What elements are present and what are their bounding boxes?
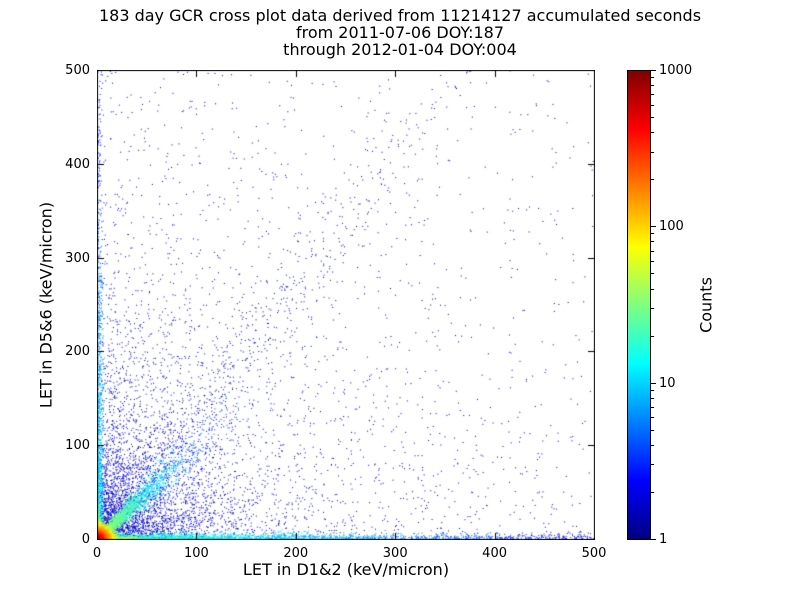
colorbar-minor-tick: [651, 430, 654, 431]
colorbar-tick-label: 1000: [659, 63, 693, 78]
y-tick-label: 200: [65, 344, 90, 360]
colorbar-minor-tick: [651, 407, 654, 408]
x-tick-label: 0: [92, 546, 102, 561]
colorbar-minor-tick: [651, 105, 654, 106]
colorbar-minor-tick: [651, 152, 654, 153]
chart-title: 183 day GCR cross plot data derived from…: [98, 6, 702, 25]
colorbar-minor-tick: [651, 390, 654, 391]
colorbar-gradient: [628, 71, 650, 539]
colorbar-major-tick: [651, 70, 656, 71]
colorbar-major-tick: [651, 226, 656, 227]
colorbar-minor-tick: [651, 117, 654, 118]
colorbar-minor-tick: [651, 445, 654, 446]
x-tick-label: 300: [382, 546, 408, 561]
x-tick-label: 500: [581, 546, 607, 561]
y-tick-label: 400: [65, 156, 90, 172]
colorbar-major-tick: [651, 383, 656, 384]
x-axis-label: LET in D1&2 (keV/micron): [242, 560, 450, 579]
x-tick-label: 100: [183, 546, 209, 561]
y-tick-label: 300: [65, 250, 90, 266]
colorbar-tick-label: 10: [659, 375, 676, 391]
colorbar-label: Counts: [696, 277, 716, 333]
colorbar-minor-tick: [651, 417, 654, 418]
y-axis-label: LET in D5&6 (keV/micron): [36, 201, 56, 409]
colorbar-minor-tick: [651, 492, 654, 493]
colorbar-minor-tick: [651, 179, 654, 180]
x-tick-label: 400: [482, 546, 508, 561]
colorbar-minor-tick: [651, 77, 654, 78]
colorbar-minor-tick: [651, 85, 654, 86]
colorbar-minor-tick: [651, 336, 654, 337]
colorbar-minor-tick: [651, 241, 654, 242]
colorbar-major-tick: [651, 539, 656, 540]
chart-subtitle-through: through 2012-01-04 DOY:004: [283, 40, 517, 59]
colorbar-minor-tick: [651, 233, 654, 234]
x-tick-label: 200: [283, 546, 309, 561]
colorbar-minor-tick: [651, 261, 654, 262]
colorbar-minor-tick: [651, 464, 654, 465]
y-tick-label: 0: [81, 532, 90, 547]
title-block: 183 day GCR cross plot data derived from…: [0, 7, 800, 58]
colorbar-tick-label: 100: [659, 219, 684, 235]
scatter-canvas: [97, 70, 595, 540]
colorbar-minor-tick: [651, 94, 654, 95]
colorbar-tick-label: 1: [659, 532, 668, 547]
y-tick-label: 100: [65, 438, 90, 454]
colorbar-minor-tick: [651, 398, 654, 399]
colorbar-minor-tick: [651, 289, 654, 290]
chart-subtitle-from: from 2011-07-06 DOY:187: [295, 23, 504, 42]
colorbar-minor-tick: [651, 251, 654, 252]
colorbar-minor-tick: [651, 132, 654, 133]
colorbar-minor-tick: [651, 308, 654, 309]
y-tick-label: 500: [65, 63, 90, 78]
plot-area: [97, 70, 595, 540]
colorbar-minor-tick: [651, 273, 654, 274]
colorbar: [627, 70, 651, 540]
